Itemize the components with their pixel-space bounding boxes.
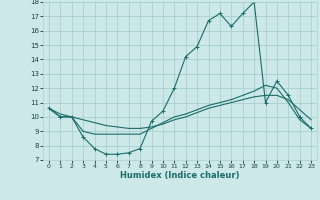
- X-axis label: Humidex (Indice chaleur): Humidex (Indice chaleur): [120, 171, 240, 180]
